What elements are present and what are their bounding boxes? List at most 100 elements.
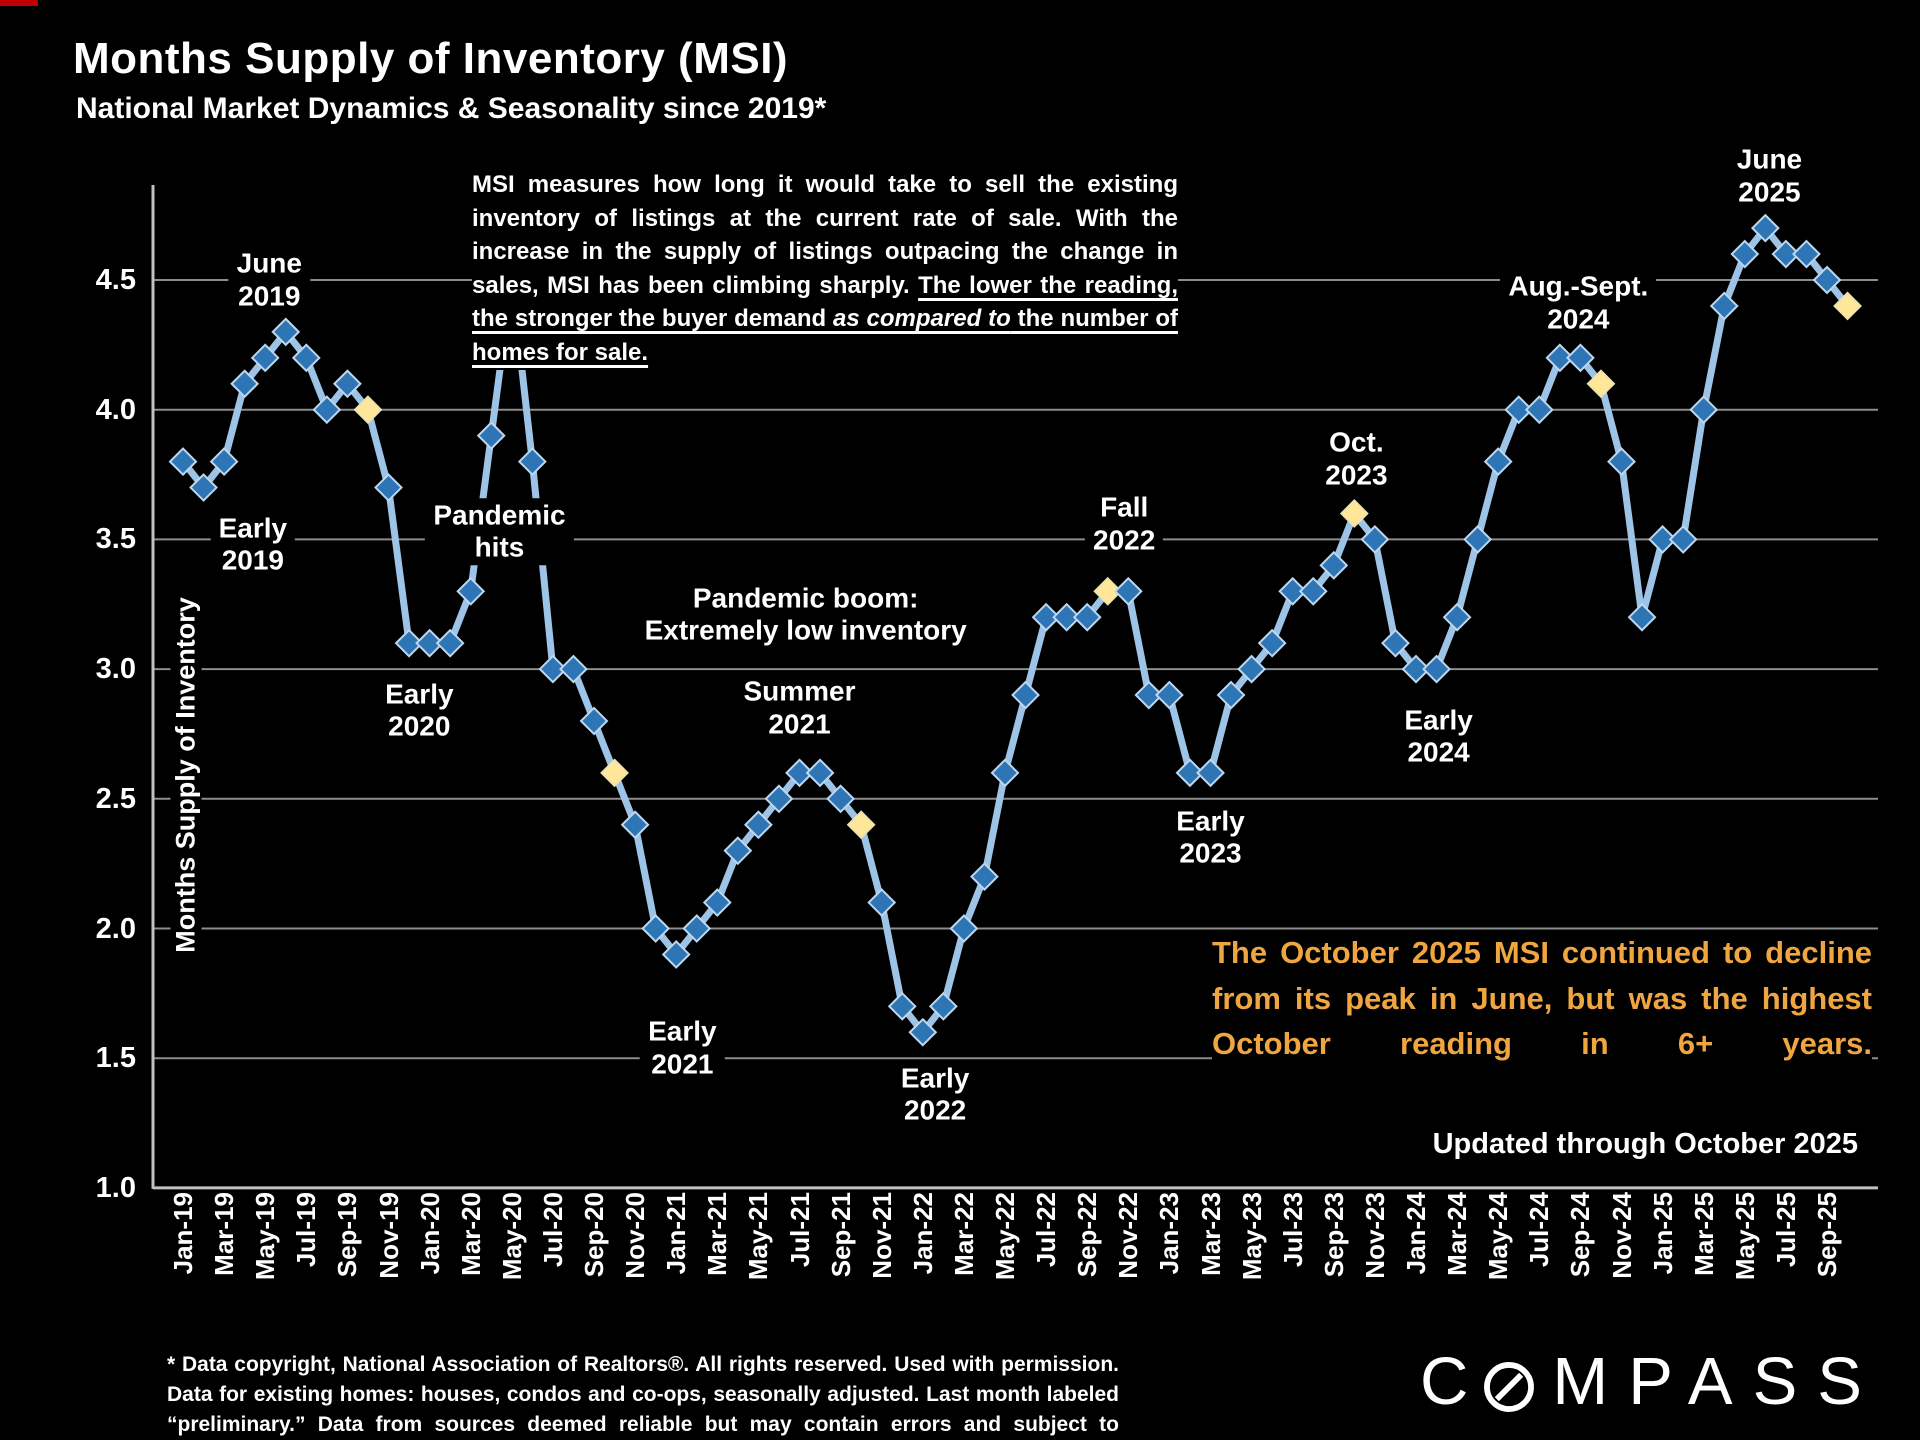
chart-annotation-line: Summer bbox=[743, 675, 856, 707]
chart-annotation: Fall 2022 bbox=[1085, 490, 1164, 558]
data-point-marker bbox=[250, 343, 280, 373]
x-tick-label: Nov-20 bbox=[620, 1192, 651, 1279]
x-tick-label: Sep-25 bbox=[1812, 1192, 1842, 1278]
x-tick-label: Sep-23 bbox=[1318, 1192, 1349, 1278]
data-point-marker bbox=[476, 421, 506, 451]
description-underlined-end: the number of homes for sale. bbox=[472, 305, 1178, 366]
x-tick-label: May-21 bbox=[743, 1192, 774, 1281]
x-tick-label: Jul-22 bbox=[1031, 1192, 1062, 1268]
y-tick-label: 4.0 bbox=[95, 393, 136, 426]
data-point-marker bbox=[949, 914, 979, 943]
data-point-marker bbox=[1381, 628, 1410, 658]
data-point-marker bbox=[1442, 602, 1472, 632]
data-point-marker bbox=[1196, 758, 1225, 788]
x-tick-label: Nov-24 bbox=[1606, 1192, 1637, 1279]
x-tick-label: Jan-22 bbox=[907, 1192, 938, 1275]
data-point-marker bbox=[1812, 265, 1842, 295]
chart-annotation-line: hits bbox=[474, 531, 525, 563]
y-tick-label: 4.5 bbox=[95, 264, 136, 296]
data-point-marker bbox=[538, 654, 568, 684]
data-point-marker bbox=[867, 888, 897, 917]
data-point-marker bbox=[1257, 628, 1287, 658]
data-point-marker bbox=[682, 914, 712, 943]
x-tick-label: May-25 bbox=[1729, 1192, 1760, 1281]
x-tick-label: Jul-24 bbox=[1524, 1192, 1555, 1268]
chart-annotation-line: 2025 bbox=[1738, 176, 1801, 208]
chart-annotation-line: 2023 bbox=[1179, 837, 1242, 869]
x-tick-label: Mar-21 bbox=[702, 1192, 733, 1276]
data-point-marker bbox=[990, 758, 1020, 788]
data-point-marker bbox=[1175, 758, 1205, 788]
top-left-red-strip bbox=[0, 0, 38, 6]
data-point-marker bbox=[1504, 395, 1534, 425]
compass-logo: C MPASS bbox=[1420, 1343, 1882, 1420]
data-point-marker bbox=[1052, 602, 1082, 632]
y-tick-label: 1.5 bbox=[95, 1042, 136, 1075]
x-tick-label: Mar-22 bbox=[948, 1192, 979, 1276]
chart-annotation: Early 2020 bbox=[377, 676, 462, 745]
data-point-marker-october bbox=[600, 758, 629, 788]
data-point-marker bbox=[1134, 680, 1164, 710]
data-point-marker bbox=[456, 576, 486, 606]
x-tick-label: Jan-20 bbox=[414, 1192, 445, 1275]
data-point-marker bbox=[1072, 602, 1102, 632]
data-point-marker bbox=[1750, 213, 1780, 243]
chart-annotation-line: 2020 bbox=[388, 710, 451, 742]
chart-annotation-line: Early bbox=[1176, 804, 1245, 836]
data-point-marker bbox=[1319, 550, 1349, 580]
chart-annotation-line: June bbox=[236, 247, 302, 279]
chart-annotation-line: Pandemic boom: bbox=[692, 581, 919, 613]
data-point-marker bbox=[785, 758, 814, 788]
data-point-marker bbox=[517, 447, 547, 476]
chart-annotation-line: Early bbox=[385, 677, 454, 709]
data-point-marker bbox=[928, 991, 958, 1021]
y-tick-label: 2.0 bbox=[95, 912, 136, 945]
x-tick-label: Jul-19 bbox=[291, 1192, 322, 1268]
data-point-marker bbox=[1607, 447, 1636, 476]
data-point-marker bbox=[1422, 654, 1451, 684]
logo-letters-mpass: MPASS bbox=[1552, 1344, 1882, 1419]
data-point-marker bbox=[435, 628, 465, 658]
data-point-marker bbox=[1709, 291, 1739, 321]
chart-annotation: Early 2019 bbox=[210, 510, 296, 579]
x-tick-label: May-20 bbox=[496, 1192, 527, 1281]
x-tick-label: Jan-23 bbox=[1154, 1192, 1185, 1275]
data-point-marker bbox=[415, 628, 445, 658]
data-point-marker bbox=[620, 810, 650, 840]
data-point-marker bbox=[374, 473, 403, 502]
chart-annotation-line: 2019 bbox=[221, 544, 284, 576]
page-subtitle: National Market Dynamics & Seasonality s… bbox=[76, 92, 827, 125]
chart-annotation: Pandemic hits bbox=[425, 497, 574, 566]
data-point-marker-october bbox=[1586, 369, 1616, 399]
data-point-marker-october bbox=[1093, 576, 1123, 606]
x-tick-label: Nov-19 bbox=[373, 1192, 404, 1279]
data-point-marker bbox=[1278, 576, 1308, 606]
x-tick-label: Nov-22 bbox=[1113, 1192, 1144, 1279]
data-point-marker bbox=[826, 784, 856, 814]
data-point-marker bbox=[1237, 654, 1267, 684]
y-tick-label: 3.5 bbox=[95, 523, 136, 556]
highlight-note: The October 2025 MSI continued to declin… bbox=[1212, 930, 1872, 1067]
chart-annotation-line: 2022 bbox=[903, 1094, 967, 1126]
chart-annotation-line: Early bbox=[648, 1015, 717, 1047]
x-tick-label: May-19 bbox=[250, 1192, 281, 1281]
chart-annotation-line: June bbox=[1736, 143, 1803, 175]
data-point-marker bbox=[1792, 239, 1821, 269]
data-point-marker bbox=[1668, 524, 1698, 554]
data-point-marker bbox=[271, 317, 301, 347]
chart-annotation-line: 2024 bbox=[1547, 303, 1610, 335]
x-tick-label: Sep-19 bbox=[332, 1192, 363, 1278]
chart-annotation-line: 2021 bbox=[768, 708, 831, 739]
x-tick-label: Jan-24 bbox=[1401, 1192, 1431, 1275]
data-point-marker bbox=[661, 940, 691, 969]
y-tick-label: 3.0 bbox=[95, 653, 136, 686]
data-point-marker bbox=[189, 473, 218, 502]
chart-annotation: Early 2021 bbox=[640, 1014, 725, 1082]
x-tick-label: Mar-24 bbox=[1442, 1192, 1473, 1276]
x-tick-label: Jan-19 bbox=[168, 1192, 198, 1275]
y-tick-label: 1.0 bbox=[95, 1171, 136, 1204]
y-tick-label: 2.5 bbox=[95, 782, 136, 815]
logo-letter-c: C bbox=[1420, 1344, 1489, 1419]
chart-annotation-line: Aug.-Sept. bbox=[1508, 270, 1649, 302]
chart-annotation: June 2019 bbox=[228, 246, 310, 314]
